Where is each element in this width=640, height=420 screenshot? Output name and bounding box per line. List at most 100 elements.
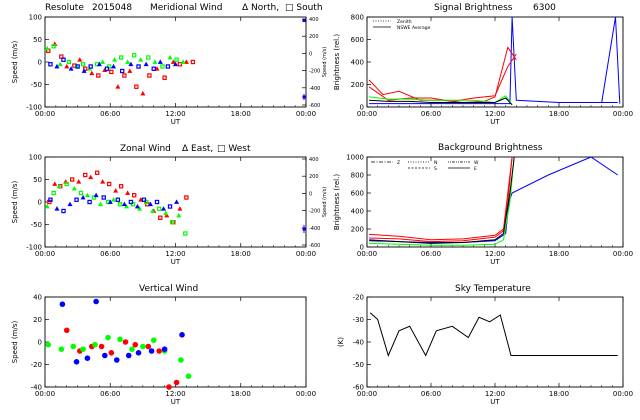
meridional-rtick-label: -200: [309, 69, 320, 75]
sky-ytick-label: -50: [353, 361, 364, 369]
station-label: Resolute: [45, 3, 84, 13]
meridional-point-red: [96, 73, 101, 78]
date-label: 2015048: [92, 3, 132, 13]
signal-ytick-label: 0: [360, 104, 364, 112]
zonal-point-blue: [67, 201, 73, 207]
background-title: Background Brightness: [438, 143, 543, 153]
meridional-point-red: [183, 59, 189, 64]
signal-series-red-2: [368, 53, 517, 102]
background-ytick-label: 800: [351, 172, 364, 180]
zonal-point-red: [76, 179, 82, 184]
meridional-rtick-label: 0: [309, 51, 312, 57]
meridional-point-green: [66, 59, 72, 65]
zonal-rtick-label: 0: [309, 191, 312, 197]
signal-series-blue-2: [601, 16, 621, 104]
meridional-point-green: [152, 59, 158, 64]
signal-ytick-label: 800: [351, 14, 364, 22]
meridional-point-red: [77, 57, 83, 62]
signal-wavelength: 6300: [533, 3, 556, 13]
zonal-point-green: [124, 203, 130, 209]
signal-xtick-label: 18:00: [549, 110, 569, 118]
zonal-point-blue: [128, 199, 134, 205]
background-ytick-label: 200: [351, 226, 364, 234]
vertical-point-green: [58, 346, 65, 353]
signal-xlabel: UT: [490, 118, 500, 126]
background-ytick-label: 600: [351, 190, 364, 198]
zonal-ylabel-right: Speed (m/s): [322, 187, 328, 217]
meridional-point-green: [146, 55, 151, 60]
background-legend-label: N: [434, 160, 437, 166]
meridional-point-red: [64, 63, 70, 69]
zonal-point-blue: [174, 199, 180, 204]
zonal-error-marker: [302, 227, 306, 231]
signal-title: Signal Brightness: [434, 3, 513, 13]
sky-ytick-label: -60: [353, 384, 364, 392]
meridional-point-red: [140, 90, 146, 96]
zonal-title: Zonal Wind: [120, 144, 171, 154]
zonal-point-blue: [154, 199, 160, 205]
meridional-point-red: [89, 70, 95, 76]
meridional-ytick-label: 100: [29, 14, 42, 22]
meridional-point-blue: [48, 62, 53, 67]
meridional-point-blue: [81, 68, 87, 73]
zonal-rtick-label: -400: [309, 226, 320, 232]
sky-xtick-label: 18:00: [549, 390, 569, 398]
zonal-point-blue: [80, 194, 86, 200]
background-frame: [366, 156, 624, 248]
vertical-ytick-label: 40: [33, 294, 42, 302]
vertical-point-blue: [59, 301, 66, 308]
zonal-point-blue: [167, 204, 173, 209]
meridional-xtick-label: 06:00: [100, 110, 120, 118]
zonal-ylabel: Speed (m/s): [11, 181, 19, 224]
zonal-point-blue: [54, 206, 60, 211]
meridional-point-green: [167, 54, 173, 60]
background-xtick-label: 06:00: [421, 250, 441, 258]
vertical-frame: [44, 296, 307, 388]
background-legend-label: Z: [397, 160, 400, 166]
zonal-ytick-label: 100: [29, 154, 42, 162]
vertical-point-red: [132, 341, 139, 348]
vertical-ytick-label: 20: [33, 316, 42, 324]
zonal-point-red: [125, 190, 131, 195]
vertical-point-blue: [113, 357, 120, 363]
sky-xtick-label: 06:00: [421, 390, 441, 398]
meridional-point-blue: [111, 63, 117, 69]
zonal-ytick-label: -50: [31, 221, 42, 229]
zonal-point-blue: [115, 197, 121, 202]
meridional-point-green: [160, 64, 165, 69]
meridional-xtick-label: 18:00: [231, 110, 251, 118]
zonal-point-blue: [134, 203, 140, 209]
zonal-point-red: [131, 193, 137, 198]
vertical-xlabel: UT: [171, 398, 181, 406]
zonal-point-green: [156, 206, 162, 211]
zonal-point-green: [176, 212, 182, 218]
zonal-xlabel: UT: [171, 258, 181, 266]
vertical-point-red: [98, 343, 105, 350]
signal-ytick-label: 200: [351, 81, 364, 89]
vertical-point-green: [105, 334, 111, 341]
zonal-rtick-label: -600: [309, 243, 320, 249]
background-legend-label: E: [474, 166, 477, 172]
zonal-point-green: [137, 206, 143, 211]
background-xtick-label: 00:00: [357, 250, 377, 258]
vertical-point-red: [166, 384, 172, 390]
meridional-xlabel: UT: [171, 118, 181, 126]
zonal-point-red: [83, 172, 88, 178]
zonal-xtick-label: 12:00: [165, 250, 185, 258]
meridional-rtick-label: -400: [309, 86, 320, 92]
zonal-point-green: [71, 185, 77, 191]
meridional-xtick-label: 00:00: [35, 110, 55, 118]
background-series-S: [369, 156, 513, 243]
vertical-ylabel: Speed (m/s): [11, 321, 19, 364]
meridional-point-green: [112, 57, 118, 62]
background-series-E: [369, 156, 515, 244]
meridional-point-blue: [120, 68, 125, 74]
meridional-point-blue: [88, 64, 93, 69]
zonal-point-blue: [141, 197, 147, 202]
zonal-point-green: [51, 190, 56, 196]
sky-ytick-label: -30: [353, 316, 364, 324]
zonal-xtick-label: 00:00: [35, 250, 55, 258]
zonal-rtick-label: -200: [309, 209, 320, 215]
meridional-point-blue: [151, 66, 156, 71]
